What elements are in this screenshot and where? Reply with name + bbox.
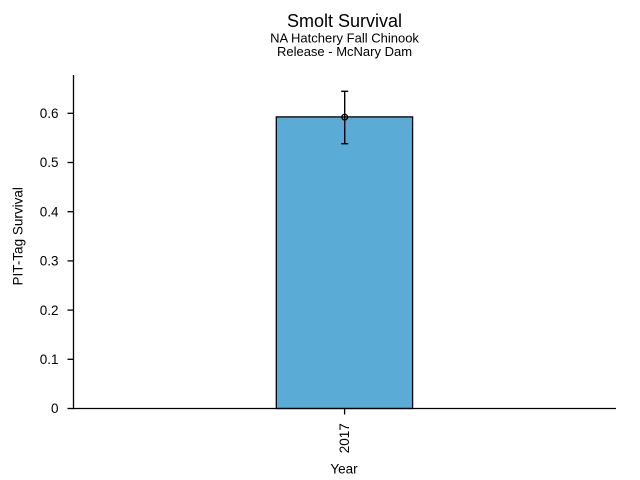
svg-text:NA Hatchery Fall Chinook: NA Hatchery Fall Chinook [270, 31, 419, 46]
svg-text:Year: Year [330, 462, 358, 477]
svg-text:0.1: 0.1 [40, 352, 59, 367]
svg-text:0.2: 0.2 [40, 303, 59, 318]
svg-text:Smolt Survival: Smolt Survival [287, 11, 402, 31]
svg-text:0.5: 0.5 [40, 155, 59, 170]
svg-text:2017: 2017 [337, 423, 352, 453]
svg-text:PIT-Tag Survival: PIT-Tag Survival [10, 187, 25, 285]
svg-text:Release - McNary Dam: Release - McNary Dam [277, 44, 412, 59]
svg-text:0.4: 0.4 [40, 204, 59, 219]
svg-text:0.6: 0.6 [40, 106, 59, 121]
svg-text:0: 0 [51, 401, 59, 416]
svg-text:0.3: 0.3 [40, 254, 59, 269]
